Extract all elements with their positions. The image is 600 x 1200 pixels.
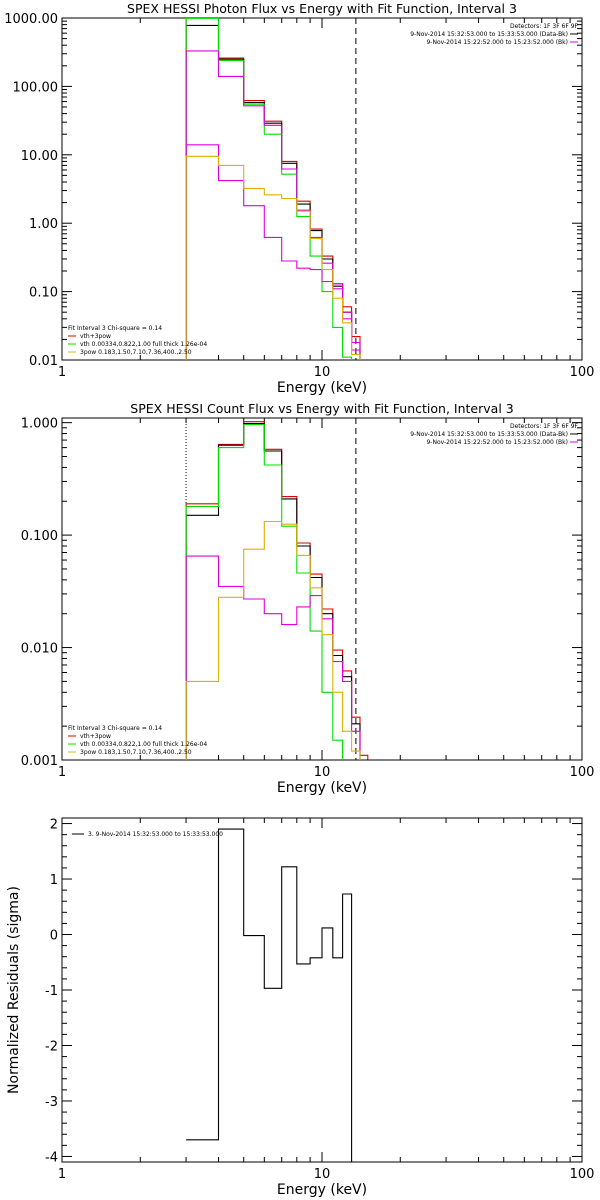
series-4-line — [185, 555, 361, 760]
series-4-line — [185, 50, 361, 360]
series-3-line — [185, 18, 353, 360]
fit-legend-header: Fit Interval 3 Chi-square = 0.14 — [68, 725, 162, 732]
x-tick-label: 100 — [570, 765, 595, 780]
series-group — [185, 18, 361, 360]
x-axis-label: Energy (keV) — [277, 380, 367, 396]
series-1-line — [185, 421, 369, 760]
x-tick-label: 100 — [570, 365, 595, 380]
x-tick-label: 1 — [58, 365, 66, 380]
legend-entry-label: 9-Nov-2014 15:22:52.000 to 15:23:52.000 … — [426, 39, 568, 46]
fit-legend-entry: vth+3pow — [80, 733, 111, 740]
series-1-line — [185, 18, 361, 360]
y-tick-label: -2 — [45, 1039, 58, 1054]
series-2-line — [185, 423, 369, 760]
x-axis-label: Energy (keV) — [277, 780, 367, 796]
y-tick-label: 0.001 — [21, 754, 58, 769]
legend-header: Detectors: 1F 3F 6F 9F — [510, 23, 579, 30]
y-axis-label: Normalized Residuals (sigma) — [6, 886, 22, 1094]
series-group — [185, 421, 369, 760]
chart-title: SPEX HESSI Photon Flux vs Energy with Fi… — [127, 1, 517, 16]
series-5-line — [185, 520, 361, 760]
x-tick-label: 10 — [314, 1167, 331, 1182]
plot-frame — [61, 17, 583, 361]
legend-header: Detectors: 1F 3F 6F 9F — [510, 423, 579, 430]
panel-1: SPEX HESSI Photon Flux vs Energy with Fi… — [4, 1, 594, 396]
fit-legend-entry: vth 0.00334,0.822,1.00 full thick 1.26e-… — [80, 741, 207, 748]
x-tick-label: 10 — [314, 365, 331, 380]
x-tick-label: 1 — [58, 1167, 66, 1182]
x-tick-label: 10 — [314, 765, 331, 780]
y-tick-label: 1000.00 — [4, 12, 58, 27]
series-5-line — [185, 144, 361, 360]
y-tick-label: 10.00 — [21, 149, 58, 164]
y-tick-label: 0.10 — [29, 286, 58, 301]
y-tick-label: 0.100 — [21, 529, 58, 544]
fit-legend-entry: vth 0.00334,0.822,1.00 full thick 1.26e-… — [80, 341, 207, 348]
fit-legend-entry: 3pow 0.183,1.50,7.10,7.36,400.,2.50 — [80, 749, 192, 756]
legend-entry-label: 9-Nov-2014 15:32:53.000 to 15:33:53.000 … — [410, 431, 568, 438]
series-1-line — [186, 828, 353, 1162]
x-axis-label: Energy (keV) — [277, 1182, 367, 1198]
legend-entry-label: 9-Nov-2014 15:32:53.000 to 15:33:53.000 … — [410, 31, 568, 38]
y-tick-label: -1 — [45, 984, 58, 999]
y-tick-label: 1.00 — [29, 217, 58, 232]
y-tick-label: 100.00 — [13, 80, 59, 95]
y-tick-label: 1.000 — [21, 417, 58, 432]
series-6-line — [185, 155, 361, 360]
plot-frame — [61, 817, 583, 1163]
legend-entry-label: 3. 9-Nov-2014 15:32:53.000 to 15:33:53.0… — [88, 831, 223, 838]
series-2-line — [185, 24, 361, 360]
y-tick-label: 0 — [50, 929, 58, 944]
chart-title: SPEX HESSI Count Flux vs Energy with Fit… — [130, 401, 513, 416]
fit-legend-entry: 3pow 0.183,1.50,7.10,7.36,400.,2.50 — [80, 349, 192, 356]
legend-entry-label: 9-Nov-2014 15:22:52.000 to 15:23:52.000 … — [426, 439, 568, 446]
fit-legend-entry: vth+3pow — [80, 333, 111, 340]
y-tick-label: 0.01 — [29, 354, 58, 369]
panel-2: SPEX HESSI Count Flux vs Energy with Fit… — [21, 401, 595, 796]
x-tick-label: 1 — [58, 765, 66, 780]
y-tick-label: -4 — [45, 1150, 58, 1165]
x-tick-label: 100 — [570, 1167, 595, 1182]
y-tick-label: 0.010 — [21, 642, 58, 657]
y-tick-label: 1 — [50, 873, 58, 888]
series-3-line — [185, 424, 344, 760]
fit-legend-header: Fit Interval 3 Chi-square = 0.14 — [68, 325, 162, 332]
y-tick-label: -3 — [45, 1095, 58, 1110]
y-tick-label: 2 — [50, 818, 58, 833]
series-group — [186, 828, 353, 1162]
